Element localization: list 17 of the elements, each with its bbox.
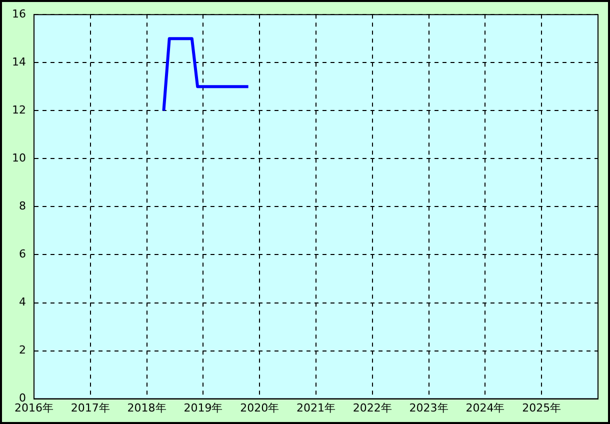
y-tick-label: 4 [18,296,26,309]
x-tick-label: 2023年 [409,401,448,414]
x-tick-label: 2025年 [522,401,562,414]
x-tick-label: 2022年 [352,401,392,414]
x-tick-label: 2020年 [240,401,280,414]
y-tick-label: 8 [18,200,26,213]
y-tick-label: 6 [18,248,26,261]
x-tick-label: 2019年 [184,401,223,414]
x-tick-label: 2018年 [127,401,166,414]
y-tick-label: 12 [12,104,26,117]
y-tick-label: 10 [12,152,26,165]
x-tick-label: 2017年 [70,401,110,414]
y-tick-label: 14 [12,55,26,68]
x-tick-label: 2024年 [466,401,505,414]
y-tick-label: 16 [12,7,26,20]
x-tick-label: 2021年 [296,401,336,414]
y-tick-label: 2 [18,344,26,357]
